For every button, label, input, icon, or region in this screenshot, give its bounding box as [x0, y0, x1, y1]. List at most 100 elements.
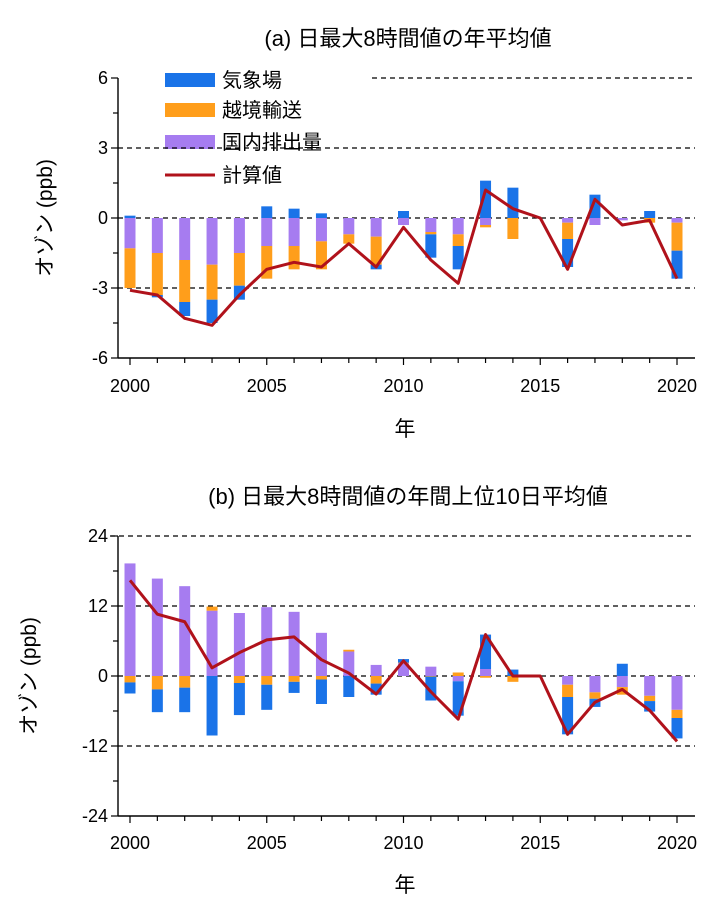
bar-meteorology [151, 689, 163, 713]
bar-transboundary [206, 264, 218, 300]
y-tick-label: 0 [98, 208, 108, 228]
bar-transboundary [288, 246, 300, 270]
bar-meteorology [124, 215, 136, 218]
bar-meteorology [507, 187, 519, 218]
bar-domestic [425, 218, 437, 232]
bar-domestic [124, 563, 136, 676]
x-tick-label: 2005 [247, 833, 287, 853]
panel-a-ylabel: オゾン (ppb) [34, 159, 57, 277]
bar-transboundary [233, 676, 245, 683]
y-tick-label: 12 [88, 596, 108, 616]
bar-transboundary [124, 248, 136, 288]
y-tick-label: 3 [98, 138, 108, 158]
bar-domestic [315, 218, 327, 242]
legend-swatch-transboundary [165, 103, 215, 117]
bar-meteorology [616, 663, 628, 676]
bar-meteorology [398, 211, 409, 218]
bar-transboundary [124, 676, 136, 683]
bar-meteorology [671, 250, 683, 279]
bar-domestic [480, 218, 492, 225]
bar-transboundary [343, 649, 355, 652]
bar-domestic [425, 666, 437, 676]
bar-meteorology [425, 234, 437, 258]
bar-domestic [151, 578, 163, 676]
y-tick-label: -3 [92, 278, 108, 298]
legend-label-transboundary: 越境輸送 [222, 99, 302, 122]
bar-domestic [589, 218, 601, 225]
legend: 気象場 越境輸送 国内排出量 計算値 [165, 69, 322, 187]
bar-domestic [343, 218, 355, 235]
bar-domestic [589, 676, 601, 693]
bar-meteorology [370, 683, 382, 695]
bar-transboundary [452, 234, 464, 246]
x-tick-label: 2015 [520, 376, 560, 396]
panel-b-ylabel: オゾン (ppb) [18, 617, 41, 735]
bar-domestic [644, 676, 656, 696]
bar-meteorology [315, 679, 327, 704]
bar-transboundary [671, 709, 683, 718]
bar-domestic [562, 676, 574, 685]
bar-meteorology [589, 194, 601, 218]
bar-meteorology [315, 213, 327, 218]
x-tick-label: 2000 [110, 833, 150, 853]
bar-domestic [398, 663, 409, 676]
bar-meteorology [480, 180, 492, 218]
bar-meteorology [261, 684, 273, 710]
y-tick-label: 24 [88, 526, 108, 546]
x-tick-label: 2020 [657, 376, 697, 396]
bar-meteorology [671, 718, 683, 739]
bar-transboundary [562, 684, 574, 697]
bar-meteorology [179, 687, 191, 713]
bar-domestic [179, 586, 191, 676]
bar-domestic [398, 218, 409, 225]
bar-transboundary [644, 695, 656, 702]
bar-transboundary [261, 676, 273, 685]
bar-domestic [206, 610, 218, 676]
bar-domestic [452, 676, 464, 682]
bar-meteorology [425, 676, 437, 701]
bar-transboundary [452, 672, 464, 676]
bar-domestic [343, 651, 355, 676]
x-tick-label: 2015 [520, 833, 560, 853]
panel-b-title: (b) 日最大8時間値の年間上位10日平均値 [208, 484, 608, 509]
bar-transboundary [507, 676, 519, 682]
legend-swatch-domestic [165, 135, 215, 149]
x-tick-label: 2010 [383, 833, 423, 853]
bar-transboundary [288, 676, 300, 682]
y-tick-label: -6 [92, 348, 108, 368]
legend-swatch-meteorology [165, 73, 215, 87]
bar-domestic [179, 218, 191, 260]
bar-transboundary [370, 236, 382, 265]
bar-transboundary [151, 253, 163, 295]
y-tick-label: -24 [82, 806, 108, 826]
bar-meteorology [562, 239, 574, 267]
bar-meteorology [206, 299, 218, 323]
bar-transboundary [562, 222, 574, 239]
bar-meteorology [562, 697, 574, 735]
bar-transboundary [480, 676, 492, 678]
x-tick-label: 2020 [657, 833, 697, 853]
y-tick-label: 0 [98, 666, 108, 686]
bar-transboundary [425, 232, 437, 235]
x-tick-label: 2005 [247, 376, 287, 396]
bar-transboundary [589, 692, 601, 699]
bar-domestic [233, 218, 245, 253]
bar-meteorology [206, 676, 218, 736]
bar-transboundary [425, 676, 437, 677]
bar-transboundary [151, 676, 163, 690]
bar-transboundary [507, 218, 519, 239]
bar-domestic [261, 218, 273, 246]
legend-label-calculated: 計算値 [222, 164, 282, 187]
y-tick-label: 6 [98, 68, 108, 88]
bar-meteorology [644, 211, 656, 218]
bar-domestic [315, 632, 327, 676]
bar-meteorology [288, 208, 300, 218]
bar-transboundary [671, 222, 683, 251]
panel-a-title: (a) 日最大8時間値の年平均値 [264, 26, 551, 51]
bar-domestic [480, 669, 492, 676]
panel-b: (b) 日最大8時間値の年間上位10日平均値 オゾン (ppb) 年 24 12 0… [18, 484, 697, 897]
bar-transboundary [179, 676, 191, 688]
bar-domestic [452, 218, 464, 235]
bar-transboundary [315, 676, 327, 680]
